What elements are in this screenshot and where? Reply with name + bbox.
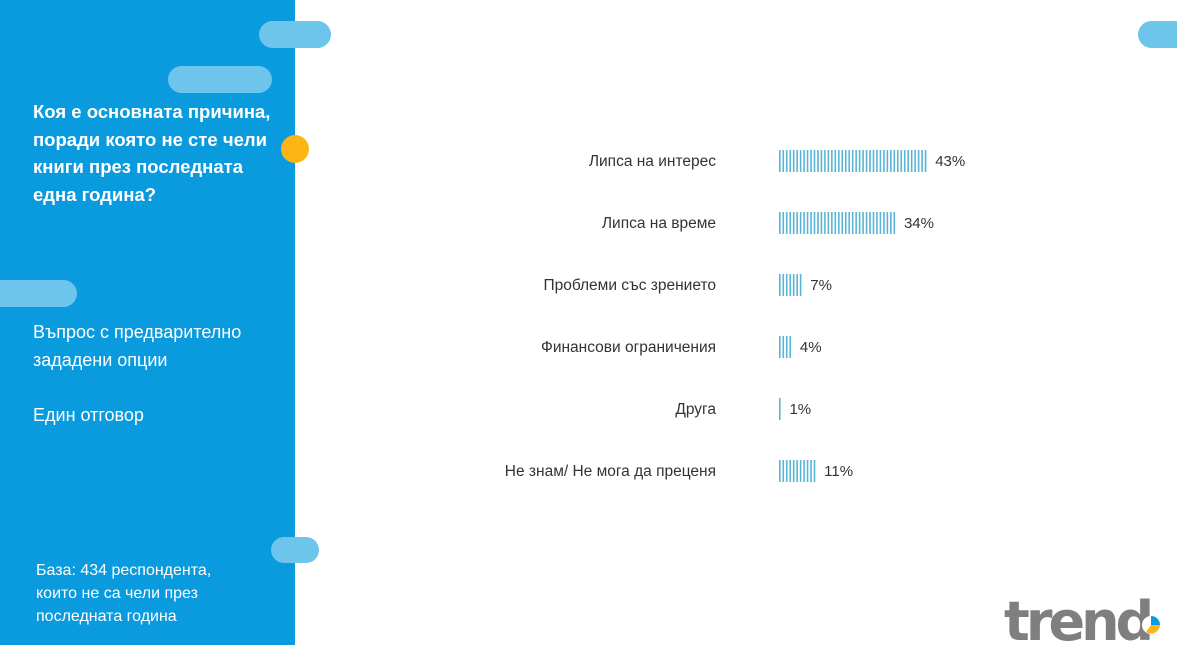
decorative-pill-top xyxy=(259,21,331,48)
decorative-pill-upper xyxy=(168,66,272,93)
category-label: Проблеми със зрението xyxy=(543,277,716,294)
category-label: Друга xyxy=(675,401,716,418)
bar xyxy=(779,274,802,296)
bar xyxy=(779,336,792,358)
logo-pie-icon xyxy=(1142,616,1160,634)
value-label: 11% xyxy=(824,463,853,480)
category-label: Не знам/ Не мога да преценя xyxy=(505,463,716,480)
base-note: База: 434 респондента, които не са чели … xyxy=(36,562,212,625)
category-label: Липса на интерес xyxy=(589,153,716,170)
trend-logo: trend xyxy=(1004,590,1160,646)
decorative-pill-right xyxy=(1138,21,1177,48)
value-label: 4% xyxy=(800,339,822,356)
decorative-dot xyxy=(281,135,309,163)
bar xyxy=(779,212,896,234)
bar xyxy=(779,460,816,482)
question-type: Въпрос с предварително зададени опции xyxy=(33,322,242,370)
category-label: Финансови ограничения xyxy=(541,339,716,356)
trend-logo-text: trend xyxy=(1004,590,1151,646)
bar xyxy=(779,150,927,172)
value-label: 7% xyxy=(810,277,832,294)
value-label: 1% xyxy=(789,401,811,418)
answer-type: Един отговор xyxy=(33,405,144,425)
value-label: 43% xyxy=(935,153,965,170)
bar xyxy=(779,398,781,420)
value-label: 34% xyxy=(904,215,934,232)
category-label: Липса на време xyxy=(602,215,716,232)
question-title: Коя е основната причина, поради която не… xyxy=(33,101,271,205)
decorative-pill-bottom xyxy=(271,537,319,563)
decorative-pill-mid xyxy=(0,280,77,307)
bar-chart: Липса на интерес 43% Липса на време 34% Проб… xyxy=(505,150,965,482)
sidebar-panel: Коя е основната причина, поради която не… xyxy=(0,0,295,645)
